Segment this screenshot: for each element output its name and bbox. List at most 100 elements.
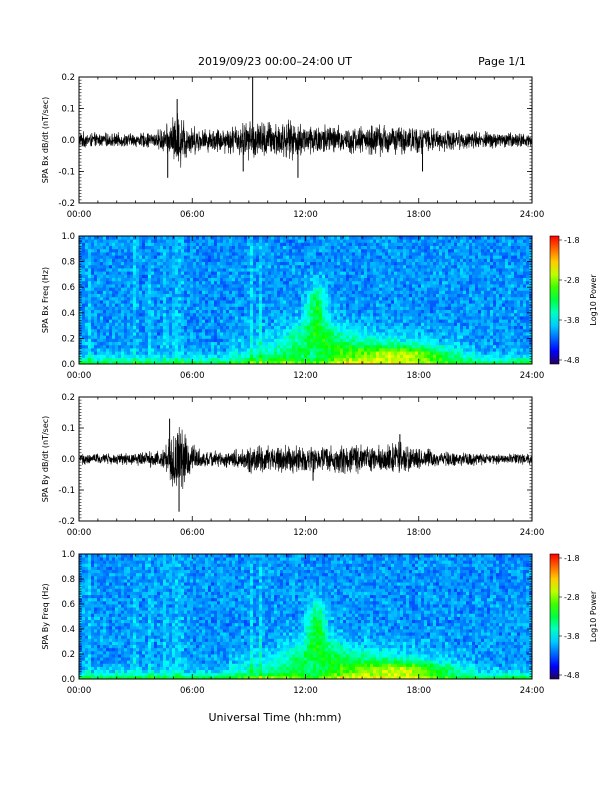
spectrogram-cell xyxy=(97,290,101,294)
spectrogram-cell xyxy=(406,300,410,304)
spectrogram-cell xyxy=(244,280,248,285)
spectrogram-cell xyxy=(340,360,344,365)
spectrogram-cell xyxy=(313,357,317,362)
spectrogram-cell xyxy=(166,328,170,333)
spectrogram-cell xyxy=(241,309,245,314)
spectrogram-cell xyxy=(352,290,356,294)
spectrogram-cell xyxy=(163,236,167,240)
spectrogram-cell xyxy=(412,332,416,336)
spectrogram-cell xyxy=(205,284,209,288)
spectrogram-cell xyxy=(142,312,146,317)
spectrogram-cell xyxy=(271,236,275,240)
spectrogram-cell xyxy=(112,280,116,285)
spectrogram-cell xyxy=(190,268,194,272)
spectrogram-cell xyxy=(424,360,428,365)
spectrogram-cell xyxy=(421,306,425,310)
spectrogram-cell xyxy=(100,258,104,262)
spectrogram-cell xyxy=(364,328,368,333)
y-tick-label: 0.1 xyxy=(61,105,75,115)
spectrogram-cell xyxy=(112,328,116,333)
spectrogram-cell xyxy=(199,328,203,333)
spectrogram-cell xyxy=(124,309,128,314)
spectrogram-cell xyxy=(169,341,173,346)
spectrogram-cell xyxy=(283,268,287,272)
spectrogram-cell xyxy=(259,344,263,349)
spectrogram-cell xyxy=(148,344,152,349)
spectrogram-cell xyxy=(283,351,287,355)
spectrogram-cell xyxy=(292,242,296,246)
spectrogram-cell xyxy=(376,287,380,291)
spectrogram-cell xyxy=(94,351,98,355)
spectrogram-cell xyxy=(379,258,383,262)
spectrogram-cell xyxy=(139,357,143,362)
spectrogram-cell xyxy=(220,242,224,246)
spectrogram-cell xyxy=(328,261,332,266)
spectrogram-cell xyxy=(133,277,137,282)
spectrogram-cell xyxy=(247,252,251,256)
spectrogram-cell xyxy=(433,306,437,310)
spectrogram-cell xyxy=(433,258,437,262)
spectrogram-cell xyxy=(301,335,305,339)
spectrogram-cell xyxy=(157,341,161,346)
spectrogram-cell xyxy=(409,312,413,317)
spectrogram-cell xyxy=(256,274,260,278)
spectrogram-cell xyxy=(109,348,113,352)
spectrogram-cell xyxy=(148,268,152,272)
spectrogram-cell xyxy=(316,255,320,259)
spectrogram-cell xyxy=(328,322,332,326)
spectrogram-cell xyxy=(361,255,365,259)
spectrogram-cell xyxy=(103,248,107,253)
spectrogram-cell xyxy=(265,316,269,320)
spectrogram-cell xyxy=(82,332,86,336)
spectrogram-cell xyxy=(154,255,158,259)
spectrogram-cell xyxy=(319,309,323,314)
spectrogram-cell xyxy=(430,268,434,272)
spectrogram-cell xyxy=(427,303,431,307)
spectrogram-cell xyxy=(184,296,188,301)
spectrogram-cell xyxy=(280,316,284,320)
spectrogram-cell xyxy=(214,338,218,342)
spectrogram-cell xyxy=(388,328,392,333)
spectrogram-cell xyxy=(175,252,179,256)
spectrogram-cell xyxy=(337,248,341,253)
spectrogram-cell xyxy=(385,348,389,352)
spectrogram-cell xyxy=(235,360,239,365)
spectrogram-cell xyxy=(127,258,131,262)
spectrogram-cell xyxy=(364,332,368,336)
spectrogram-cell xyxy=(100,261,104,266)
spectrogram-cell xyxy=(190,328,194,333)
spectrogram-cell xyxy=(391,332,395,336)
spectrogram-cell xyxy=(196,338,200,342)
spectrogram-cell xyxy=(187,258,191,262)
spectrogram-cell xyxy=(346,325,350,330)
spectrogram-cell xyxy=(211,287,215,291)
spectrogram-cell xyxy=(109,351,113,355)
spectrogram-cell xyxy=(280,271,284,275)
spectrogram-cell xyxy=(124,351,128,355)
spectrogram-cell xyxy=(340,293,344,298)
spectrogram-cell xyxy=(301,274,305,278)
spectrogram-cell xyxy=(337,290,341,294)
spectrogram-cell xyxy=(280,242,284,246)
spectrogram-cell xyxy=(211,306,215,310)
spectrogram-cell xyxy=(436,341,440,346)
spectrogram-cell xyxy=(217,354,221,358)
spectrogram-cell xyxy=(337,296,341,301)
spectrogram-cell xyxy=(235,268,239,272)
spectrogram-cell xyxy=(343,319,347,323)
spectrogram-cell xyxy=(121,277,125,282)
spectrogram-cell xyxy=(310,319,314,323)
spectrogram-cell xyxy=(103,303,107,307)
spectrogram-cell xyxy=(352,287,356,291)
spectrogram-cell xyxy=(244,296,248,301)
spectrogram-cell xyxy=(406,341,410,346)
spectrogram-cell xyxy=(226,268,230,272)
spectrogram-cell xyxy=(391,255,395,259)
spectrogram-cell xyxy=(304,290,308,294)
spectrogram-cell xyxy=(223,255,227,259)
spectrogram-cell xyxy=(382,316,386,320)
spectrogram-cell xyxy=(169,287,173,291)
spectrogram-cell xyxy=(301,255,305,259)
spectrogram-cell xyxy=(130,341,134,346)
spectrogram-cell xyxy=(82,328,86,333)
